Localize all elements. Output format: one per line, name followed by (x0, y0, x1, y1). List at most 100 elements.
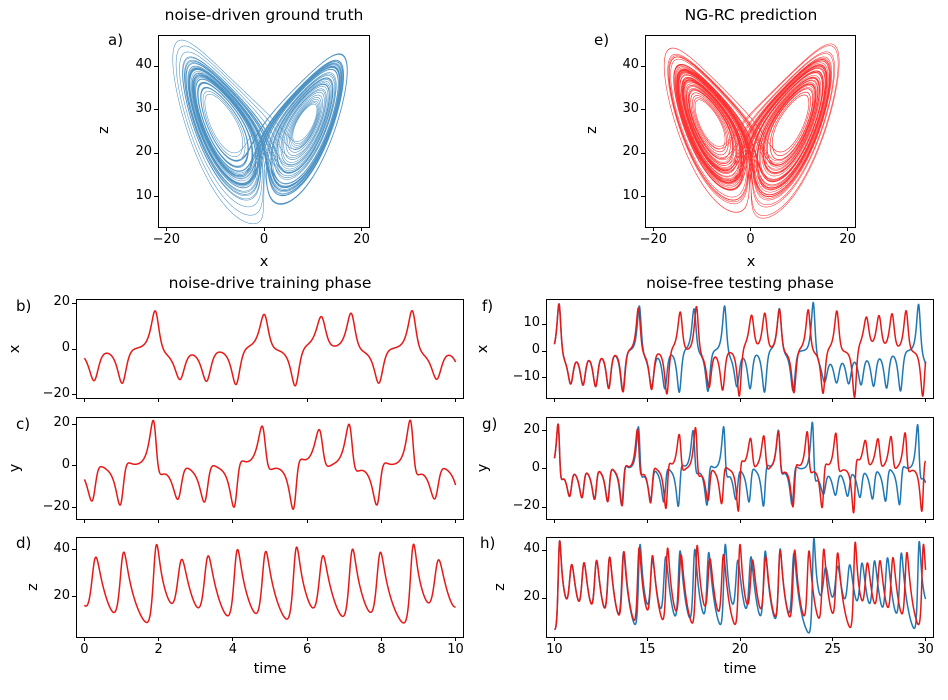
x-tick-label: 2 (154, 642, 163, 657)
x-tick-mark (83, 637, 85, 641)
y-tick-mark (72, 596, 76, 598)
ylabel-c-y: y (7, 463, 23, 473)
plot-area-b: −20 0 20 (43, 294, 464, 402)
y-tick-label: 20 (53, 294, 70, 310)
title-training-phase: noise-drive training phase (168, 274, 372, 292)
x-tick-mark (925, 398, 927, 402)
panel-letter-a: a) (108, 31, 124, 49)
title-noise-driven-ground-truth: noise-driven ground truth (164, 6, 364, 24)
x-tick-label: 10 (546, 642, 563, 657)
panel-letter-e: e) (594, 31, 610, 49)
y-tick-mark (542, 350, 546, 352)
y-tick-label: 0 (531, 342, 540, 357)
x-tick-mark (646, 637, 648, 641)
ylabel-b-x: x (7, 344, 23, 354)
y-tick-mark (72, 302, 76, 304)
x-tick-mark (925, 637, 927, 641)
y-tick-mark (72, 507, 76, 509)
x-tick-mark (652, 227, 654, 231)
plot-canvas-a (159, 36, 369, 227)
y-tick-mark (542, 377, 546, 379)
plot-canvas-f (547, 300, 933, 398)
x-tick-mark (455, 637, 457, 641)
y-tick-label: 40 (135, 57, 152, 73)
x-tick-label: 0 (80, 642, 89, 657)
plot-canvas-g (547, 418, 933, 519)
x-tick-mark (832, 519, 834, 523)
y-tick-mark (154, 196, 158, 198)
y-tick-mark (542, 468, 546, 470)
y-tick-mark (542, 506, 546, 508)
y-tick-label: 0 (531, 459, 540, 475)
ylabel-a-z: z (96, 126, 112, 134)
x-tick-mark (306, 637, 308, 641)
xlabel-d-time: time (253, 661, 287, 677)
xlabel-h-time: time (723, 661, 757, 677)
x-tick-label: 8 (377, 642, 386, 657)
y-tick-mark (154, 109, 158, 111)
plot-area-c: −20 0 20 (43, 415, 464, 523)
y-tick-label: −20 (42, 498, 70, 514)
plot-area-e: −20 0 20 10 20 30 40 (622, 35, 856, 247)
x-tick-mark (553, 637, 555, 641)
x-tick-label: −20 (639, 232, 668, 247)
x-tick-mark (306, 519, 308, 523)
x-tick-mark (739, 398, 741, 402)
y-tick-label: −10 (512, 368, 540, 384)
y-tick-mark (154, 65, 158, 67)
y-tick-mark (542, 323, 546, 325)
y-tick-label: 10 (135, 187, 152, 203)
y-tick-label: 0 (61, 456, 70, 472)
title-ngrc-prediction: NG-RC prediction (684, 6, 818, 24)
panel-letter-c: c) (16, 415, 31, 433)
y-tick-mark (542, 597, 546, 599)
x-tick-mark (455, 519, 457, 523)
ylabel-f-x: x (475, 344, 491, 354)
y-tick-label: −20 (512, 498, 540, 514)
y-tick-label: −20 (42, 385, 70, 401)
x-tick-mark (83, 398, 85, 402)
x-tick-mark (646, 519, 648, 523)
y-tick-mark (72, 394, 76, 396)
x-tick-mark (739, 637, 741, 641)
x-tick-mark (380, 637, 382, 641)
plot-area-f: −10 0 10 (513, 299, 934, 402)
y-tick-label: 20 (622, 144, 639, 160)
y-tick-label: 0 (61, 340, 70, 355)
x-tick-label: 20 (731, 642, 749, 657)
x-tick-mark (553, 519, 555, 523)
x-tick-mark (232, 637, 234, 641)
plot-area-h: 10 15 20 25 30 20 40 (523, 537, 934, 657)
x-tick-mark (847, 227, 849, 231)
panel-letter-d: d) (16, 534, 32, 552)
plot-canvas-h (547, 538, 933, 637)
x-tick-mark (553, 398, 555, 402)
x-tick-mark (646, 398, 648, 402)
y-tick-label: 30 (135, 100, 152, 116)
x-tick-mark (739, 519, 741, 523)
x-tick-mark (263, 227, 265, 231)
panel-letter-f: f) (482, 297, 494, 315)
x-tick-label: 20 (839, 232, 856, 247)
ylabel-e-z: z (584, 126, 600, 134)
x-tick-mark (380, 398, 382, 402)
x-tick-mark (832, 637, 834, 641)
x-tick-label: 6 (302, 642, 312, 657)
panel-letter-g: g) (482, 415, 498, 433)
y-tick-mark (72, 348, 76, 350)
plot-canvas-c (77, 418, 463, 519)
y-tick-label: 20 (523, 421, 540, 437)
x-tick-mark (232, 519, 234, 523)
x-tick-label: 15 (638, 642, 656, 657)
x-tick-mark (232, 398, 234, 402)
x-tick-mark (306, 398, 308, 402)
y-tick-label: 30 (622, 100, 639, 116)
y-tick-mark (641, 196, 645, 198)
y-tick-label: 20 (53, 415, 70, 431)
plot-area-a: −20 0 20 10 20 30 40 (135, 35, 370, 247)
y-tick-mark (542, 549, 546, 551)
y-tick-label: 20 (53, 587, 70, 603)
panel-letter-b: b) (16, 297, 32, 315)
y-tick-mark (72, 465, 76, 467)
